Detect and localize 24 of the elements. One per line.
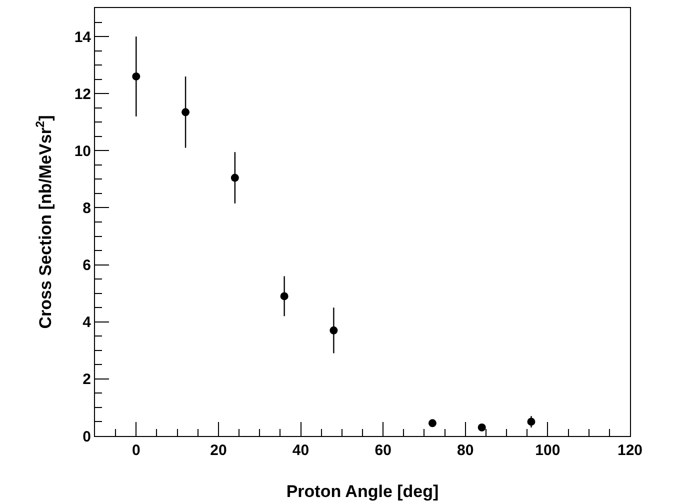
x-tick-label: 40 — [292, 442, 310, 459]
x-tick-label: 0 — [132, 442, 140, 459]
y-tick-label: 6 — [82, 257, 91, 274]
point — [478, 423, 486, 432]
x-tick-label: 80 — [457, 442, 474, 459]
point — [230, 174, 239, 182]
y-tick-label: 0 — [82, 428, 91, 446]
point — [527, 418, 536, 426]
x-tick-label: 100 — [535, 442, 560, 459]
point — [330, 326, 338, 334]
y-tick-label: 2 — [82, 371, 91, 388]
y-tick-label: 12 — [74, 86, 91, 103]
y-tick-label: 4 — [82, 314, 92, 332]
y-tick-label: 10 — [74, 142, 91, 160]
point — [132, 72, 140, 80]
x-tick-label: 20 — [210, 442, 227, 459]
y-tick-label: 14 — [74, 28, 92, 46]
x-tick-label: 120 — [617, 442, 643, 459]
x-axis-title: Proton Angle [deg] — [286, 482, 439, 501]
y-tick-label: 8 — [82, 200, 91, 217]
point — [182, 108, 190, 116]
x-tick-label: 60 — [374, 442, 392, 459]
point — [428, 419, 436, 428]
point — [280, 292, 288, 300]
